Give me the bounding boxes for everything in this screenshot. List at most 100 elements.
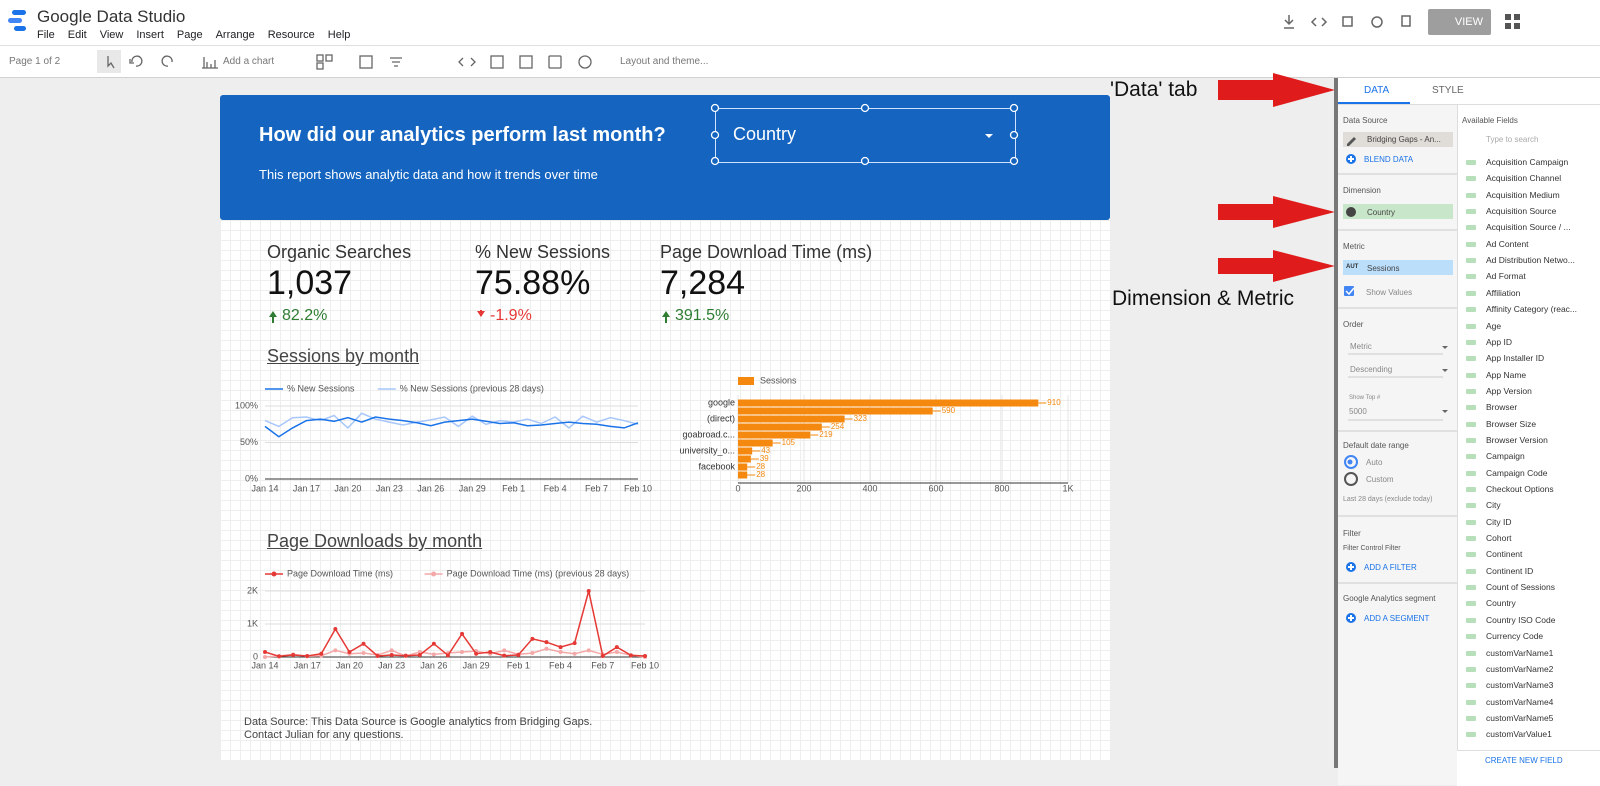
field[interactable]: Campaign Code [1486,467,1548,478]
field-search[interactable]: Type to search [1486,135,1539,144]
dimension[interactable]: Country [1367,208,1396,217]
menu-item[interactable]: Page [176,29,203,41]
checkbox[interactable] [1344,286,1354,296]
metric-chip[interactable] [1343,260,1453,275]
menu-item[interactable]: Resource [267,29,315,41]
x-tick-label: 800 [994,483,1009,493]
chart-title: Sessions by month [267,346,420,366]
field[interactable]: Count of Sessions [1486,582,1555,593]
field[interactable]: Country ISO Code [1486,614,1556,625]
field[interactable]: City ID [1486,516,1512,527]
data-source-chip[interactable] [1343,132,1453,147]
bar [738,455,751,463]
select-tool[interactable] [97,50,121,73]
data-source[interactable]: Bridging Gaps - An... [1367,135,1441,144]
dimension-chip[interactable] [1343,204,1453,219]
bar [738,407,933,415]
point [628,653,633,658]
field[interactable]: Ad Content [1486,238,1529,249]
metric[interactable]: Sessions [1367,264,1400,273]
section-label: Filter [1343,529,1361,538]
field[interactable]: App Version [1486,385,1532,396]
field[interactable]: Browser Size [1486,418,1537,429]
field[interactable]: Affiliation [1486,287,1521,298]
field[interactable]: customVarName3 [1486,680,1554,691]
value-label: 910 [1047,398,1061,407]
field-icon [1466,617,1476,623]
field[interactable]: customVarName4 [1486,696,1554,707]
menu-item[interactable]: Edit [67,29,87,41]
field[interactable]: customVarName5 [1486,712,1554,723]
view-button[interactable]: VIEW [1428,9,1491,35]
point [530,636,535,641]
filter-label[interactable]: Country [733,124,797,144]
field[interactable]: Continent [1486,549,1523,560]
field[interactable]: Campaign [1486,451,1525,462]
menu-item[interactable]: Help [327,29,351,41]
x-tick-label: Jan 23 [378,660,405,670]
field-icon [1466,454,1476,460]
field[interactable]: App Installer ID [1486,353,1545,364]
blend-data[interactable]: BLEND DATA [1364,155,1414,164]
order-dir[interactable]: Descending [1350,365,1393,374]
field[interactable]: Checkout Options [1486,484,1554,494]
radio-selected[interactable] [1344,455,1358,469]
field-icon [1466,274,1476,280]
field[interactable]: Browser [1486,402,1518,413]
add-filter[interactable]: ADD A FILTER [1364,563,1417,572]
field[interactable]: App ID [1486,336,1512,347]
field[interactable]: Acquisition Channel [1486,173,1562,184]
show-values[interactable]: Show Values [1366,288,1413,297]
field-icon [1466,405,1476,411]
x-tick-label: Feb 7 [585,483,608,493]
menu-item[interactable]: File [37,29,55,41]
radio[interactable] [1344,472,1358,486]
field[interactable]: Acquisition Campaign [1486,157,1569,167]
menu-item[interactable]: View [99,29,124,41]
field-icon [1466,225,1476,231]
field[interactable]: Continent ID [1486,565,1534,576]
order-by[interactable]: Metric [1350,342,1372,351]
menu-item[interactable]: Insert [136,29,164,41]
legend-label: % New Sessions [287,383,355,393]
add-chart[interactable]: Add a chart [223,56,275,67]
field[interactable]: Browser Version [1486,434,1548,445]
field[interactable]: City [1486,500,1501,511]
page-selector[interactable]: Page 1 of 2 [9,56,61,67]
date-custom[interactable]: Custom [1366,475,1394,484]
field[interactable]: Country [1486,598,1516,609]
field[interactable]: Ad Distribution Netwo... [1486,255,1575,266]
top-value[interactable]: 5000 [1349,407,1367,416]
legend-swatch [738,377,754,385]
y-tick-label: university_o... [679,445,735,455]
legend-label: Page Download Time (ms) (previous 28 day… [447,568,630,578]
point [558,645,563,650]
field-icon [1466,356,1476,362]
field-icon [1466,307,1476,313]
layout-theme[interactable]: Layout and theme... [620,56,709,67]
field[interactable]: Age [1486,320,1502,331]
field[interactable]: Ad Format [1486,271,1526,282]
field[interactable]: customVarValue1 [1486,729,1552,740]
point [347,650,352,655]
date-auto[interactable]: Auto [1366,458,1383,467]
tab[interactable]: DATA [1364,85,1390,96]
field[interactable]: customVarName2 [1486,663,1554,674]
field[interactable]: Acquisition Medium [1486,189,1560,200]
grid-icon[interactable] [1505,14,1521,30]
field[interactable]: Currency Code [1486,631,1544,642]
menu-item[interactable]: Arrange [215,29,255,41]
value-label: 254 [831,422,845,431]
point [375,654,380,659]
field[interactable]: Cohort [1486,533,1512,544]
create-new-field[interactable]: CREATE NEW FIELD [1485,756,1563,765]
field[interactable]: App Name [1486,369,1527,380]
scrollbar[interactable] [1334,78,1338,768]
field[interactable]: Affinity Category (reac... [1486,304,1578,315]
field[interactable]: customVarName1 [1486,647,1554,658]
field[interactable]: Acquisition Source / ... [1486,222,1571,233]
x-tick-label: 600 [928,483,943,493]
field[interactable]: Acquisition Source [1486,206,1557,217]
tab[interactable]: STYLE [1432,85,1464,96]
add-segment[interactable]: ADD A SEGMENT [1364,614,1430,623]
